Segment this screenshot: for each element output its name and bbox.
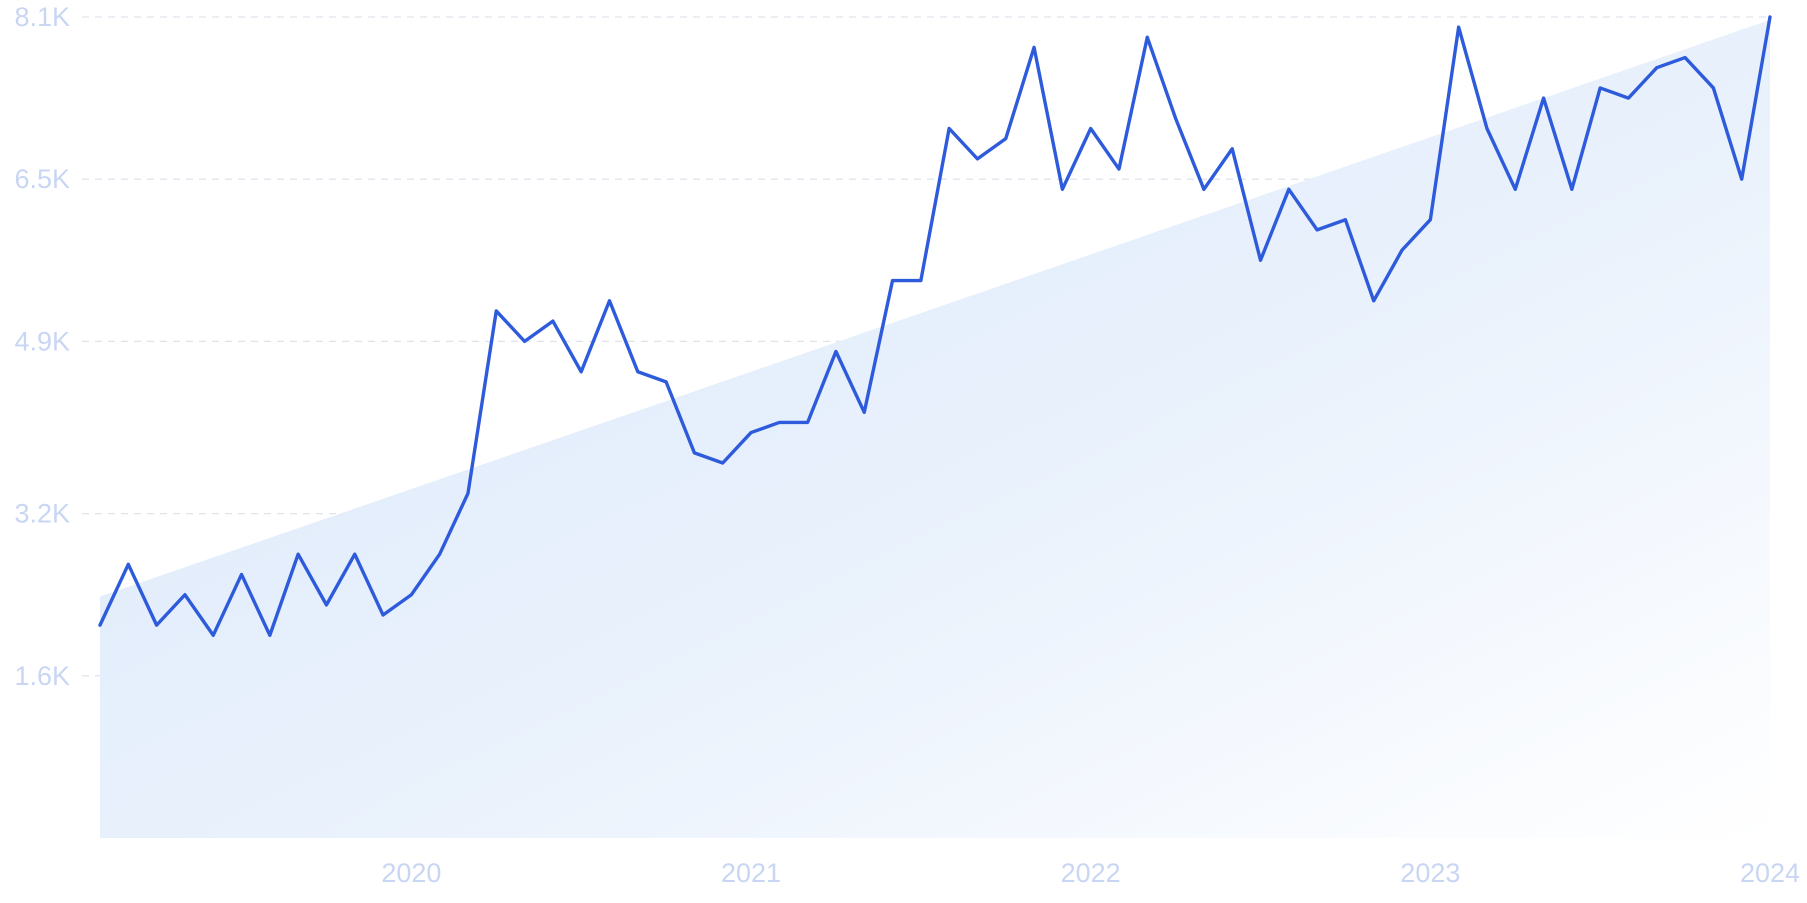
data-point[interactable] [1651,62,1663,74]
data-point[interactable] [773,416,785,428]
data-point[interactable] [1085,122,1097,134]
data-point[interactable] [603,295,615,307]
data-point[interactable] [405,589,417,601]
data-point[interactable] [830,345,842,357]
x-tick-label: 2024 [1740,858,1800,888]
data-point[interactable] [887,275,899,287]
data-point[interactable] [1141,31,1153,43]
y-tick-label: 1.6K [14,661,70,691]
data-point[interactable] [377,609,389,621]
data-point[interactable] [1453,21,1465,33]
trend-area [100,19,1770,838]
x-tick-label: 2022 [1061,858,1121,888]
data-point[interactable] [971,153,983,165]
data-point[interactable] [1764,11,1776,23]
data-point[interactable] [1000,133,1012,145]
series-line-group [94,11,1776,641]
data-point[interactable] [660,376,672,388]
data-point[interactable] [94,619,106,631]
data-point[interactable] [1679,52,1691,64]
y-axis-ticks: 8.1K 6.5K 4.9K 3.2K 1.6K [14,2,70,691]
data-point[interactable] [122,558,134,570]
x-tick-label: 2021 [721,858,781,888]
x-tick-label: 2020 [381,858,441,888]
y-tick-label: 4.9K [14,326,70,356]
data-point[interactable] [688,447,700,459]
data-point[interactable] [179,589,191,601]
data-point[interactable] [802,416,814,428]
y-tick-label: 3.2K [14,499,70,529]
data-point[interactable] [1113,163,1125,175]
data-point[interactable] [264,629,276,641]
data-point[interactable] [547,315,559,327]
data-point[interactable] [1368,295,1380,307]
data-point[interactable] [1594,82,1606,94]
data-point[interactable] [236,568,248,580]
data-point[interactable] [320,599,332,611]
data-point[interactable] [717,457,729,469]
data-point[interactable] [462,487,474,499]
data-point[interactable] [575,366,587,378]
data-point[interactable] [1509,183,1521,195]
data-point[interactable] [1056,183,1068,195]
data-point[interactable] [434,548,446,560]
data-point[interactable] [915,275,927,287]
data-point[interactable] [1538,92,1550,104]
data-point[interactable] [1170,112,1182,124]
data-point[interactable] [292,548,304,560]
series-line [98,15,1772,637]
trend-area-fill [100,19,1770,838]
data-point[interactable] [1707,82,1719,94]
data-point[interactable] [519,335,531,347]
data-point[interactable] [490,305,502,317]
data-point[interactable] [1226,143,1238,155]
y-tick-label: 6.5K [14,164,70,194]
data-point[interactable] [1339,214,1351,226]
x-tick-label: 2023 [1400,858,1460,888]
data-point[interactable] [632,366,644,378]
data-point[interactable] [1028,41,1040,53]
data-point[interactable] [1566,183,1578,195]
x-axis-ticks: 2020 2021 2022 2023 2024 [381,858,1800,888]
data-point[interactable] [1255,254,1267,266]
data-point[interactable] [1481,122,1493,134]
data-point[interactable] [349,548,361,560]
data-point[interactable] [1736,173,1748,185]
data-point[interactable] [1396,244,1408,256]
y-tick-label: 8.1K [14,2,70,32]
data-point[interactable] [943,122,955,134]
data-point[interactable] [745,427,757,439]
data-point[interactable] [1424,214,1436,226]
data-point[interactable] [1311,224,1323,236]
data-point[interactable] [1622,92,1634,104]
data-point[interactable] [1283,183,1295,195]
data-point[interactable] [151,619,163,631]
data-point[interactable] [1198,183,1210,195]
data-point[interactable] [858,406,870,418]
data-point[interactable] [207,629,219,641]
